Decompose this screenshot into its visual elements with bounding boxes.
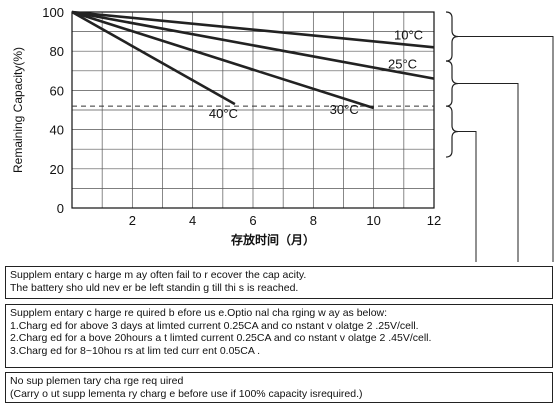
series-line-1 [71, 10, 435, 49]
plot-frame [71, 11, 435, 209]
bracket-connector [458, 83, 519, 262]
x-tick-label: 4 [189, 213, 196, 228]
note-1-line-1: Supplem entary c harge m ay often fail t… [10, 269, 307, 281]
note-box-1: Supplem entary c harge m ay often fail t… [5, 266, 553, 299]
series-line-4 [71, 10, 236, 106]
note-box-3: No sup plemen tary cha rge req uired (Ca… [5, 372, 553, 403]
note-2-line-4: 3.Charg ed for 8~10hou rs at lim ted cur… [10, 344, 261, 357]
series-line-3 [71, 10, 375, 110]
note-1-line-2: The battery sho uld nev er be left stand… [10, 281, 299, 294]
note-3-line-2: (Carry o ut supp lementa ry charg e befo… [10, 387, 363, 400]
bracket-connectors [445, 11, 554, 262]
series-label-2: 25°C [388, 57, 417, 72]
series-label-1: 10°C [394, 27, 423, 42]
y-tick-label: 100 [42, 5, 64, 20]
x-axis-label: 存放时间（月） [230, 232, 315, 247]
series-label-3: 30°C [330, 102, 359, 117]
bracket [445, 11, 459, 62]
series-labels: 10°C 25°C 30°C 40°C [209, 27, 423, 121]
series-line-2 [71, 10, 435, 80]
bracket [445, 60, 459, 107]
y-tick-label: 20 [50, 162, 64, 177]
bracket-connector [458, 131, 477, 262]
bracket [445, 105, 459, 158]
bracket-connector [458, 36, 554, 262]
tick-labels: 0 20 40 60 80 100 2 4 6 8 10 12 [42, 5, 441, 228]
note-2-line-1: Supplem entary c harge re quired b efore… [10, 307, 388, 319]
x-tick-label: 8 [310, 213, 317, 228]
note-3-line-1: No sup plemen tary cha rge req uired [10, 375, 184, 387]
note-2-line-3: 2.Charg ed for a bove 20hours a t limted… [10, 332, 432, 344]
series-label-4: 40°C [209, 106, 238, 121]
note-box-2: Supplem entary c harge re quired b efore… [5, 304, 553, 368]
x-tick-label: 12 [427, 213, 441, 228]
x-tick-label: 10 [366, 213, 380, 228]
y-axis-label: Remaining Capacity(%) [11, 47, 25, 173]
x-tick-label: 2 [129, 213, 136, 228]
self-discharge-chart: 10°C 25°C 30°C 40°C 0 20 40 60 80 100 2 4 6 8 10 12 Re… [11, 5, 554, 262]
y-tick-label: 0 [57, 201, 64, 216]
y-tick-label: 60 [50, 83, 64, 98]
x-tick-label: 6 [249, 213, 256, 228]
y-tick-label: 80 [50, 44, 64, 59]
series-layer [71, 10, 435, 110]
note-2-line-2: 1.Charg ed for above 3 days at limted cu… [10, 319, 419, 332]
y-tick-label: 40 [50, 123, 64, 138]
